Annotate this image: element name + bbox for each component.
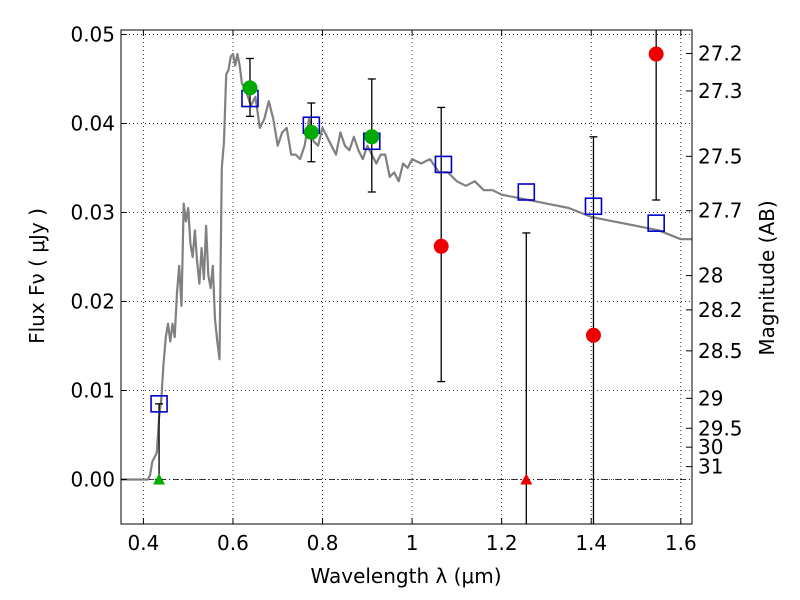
magnitude-tick-label: 31 [698,455,723,479]
y-tick-label: 0.02 [70,289,115,313]
model-photometry-square [517,183,536,201]
y2-axis-label: Magnitude (AB) [755,200,779,355]
upper-limit-triangle [153,473,166,485]
model-photometry-square [434,155,453,174]
magnitude-tick-label: 30 [698,435,723,459]
x-tick-label: 1 [406,531,419,555]
y-tick-label: 0.00 [70,467,115,491]
low-snr-point [433,238,449,254]
y-tick-label: 0.04 [70,111,115,135]
model-photometry-square [150,395,168,413]
ticks: 0.4 0.6 0.8 1 1.2 1.4 1.6 0.00 0.01 0.02 0.03 0.04 0… [70,22,742,555]
model-photometry-square [647,214,665,232]
magnitude-tick-label: 28 [698,264,723,288]
magnitude-tick-label: 28.2 [698,298,743,322]
upper-limit-triangle [520,473,533,485]
y-axis-label: Flux Fν ( μJy ) [25,208,49,344]
x-tick-label: 0.8 [307,531,339,555]
plot-frame [120,29,693,525]
magnitude-tick-label: 29.5 [698,416,743,440]
magnitude-tick-label: 29 [698,386,723,410]
x-tick-label: 0.6 [217,531,249,555]
y-tick-label: 0.03 [70,200,115,224]
y-tick-label: 0.05 [70,22,115,46]
x-tick-label: 0.4 [127,531,159,555]
y-tick-label: 0.01 [70,378,115,402]
model-spectrum-line [121,52,692,481]
series-layer [121,30,692,524]
low-snr-point [585,327,601,343]
magnitude-tick-label: 27.5 [698,144,743,168]
detection-point [364,129,380,145]
magnitude-tick-label: 27.2 [698,41,743,65]
model-photometry-square [584,197,603,216]
detection-point [303,124,319,140]
x-tick-label: 1.4 [575,531,607,555]
detection-point [242,80,258,96]
magnitude-tick-label: 27.3 [698,79,743,103]
grid [121,30,692,524]
low-snr-point [648,46,664,62]
x-axis-label: Wavelength λ (μm) [310,564,501,588]
x-tick-label: 1.6 [665,531,697,555]
x-tick-label: 1.2 [486,531,518,555]
magnitude-tick-label: 28.5 [698,339,743,363]
magnitude-tick-label: 27.7 [698,199,743,223]
